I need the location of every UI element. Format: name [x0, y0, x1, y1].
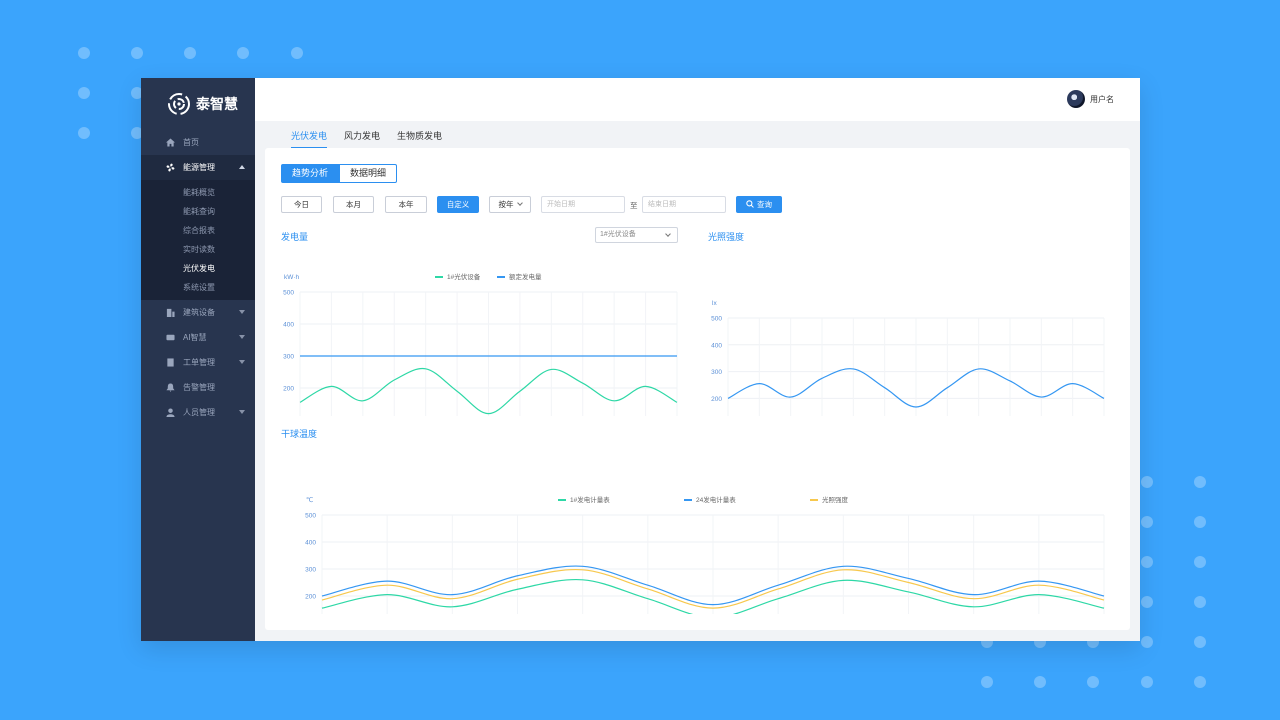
chevron-down-icon — [665, 231, 671, 237]
device-select-value: 1#光伏设备 — [600, 231, 636, 238]
sidebar-item-ai[interactable]: AI智慧 — [141, 325, 255, 350]
end-date-input[interactable]: 结束日期 — [642, 196, 726, 213]
y-tick-label: 500 — [711, 316, 722, 323]
home-icon — [166, 138, 175, 147]
trend-analysis-button[interactable]: 趋势分析 — [281, 164, 340, 183]
device-select[interactable]: 1#光伏设备 — [595, 227, 678, 243]
topbar: 用户名 — [255, 78, 1140, 121]
chevron-down-icon — [239, 335, 245, 339]
sidebar-nav: 首页 能源管理 能耗概览 能耗查询 综合报表 实时读数 光伏发电 系统设置 建筑… — [141, 130, 255, 425]
period-select-value: 按年 — [498, 200, 514, 209]
date-range-separator: 至 — [630, 201, 638, 210]
y-tick-label: 400 — [305, 540, 316, 547]
main-panel: 趋势分析 数据明细 今日 本月 本年 自定义 按年 开始日期 至 结束日期 查询… — [265, 148, 1130, 630]
sidebar-item-energy[interactable]: 能源管理 — [141, 155, 255, 180]
sidebar-item-label: 能源管理 — [183, 163, 215, 172]
submenu-item-report[interactable]: 综合报表 — [183, 226, 215, 235]
illuminance-chart: lx010020030040050000:0002:0004:0006:0008… — [711, 300, 1105, 416]
series-line-1 — [299, 367, 678, 415]
y-tick-label: 200 — [283, 386, 294, 393]
chevron-down-icon — [239, 310, 245, 314]
submenu-item-settings[interactable]: 系统设置 — [183, 283, 215, 292]
chevron-down-icon — [239, 410, 245, 414]
period-select[interactable]: 按年 — [489, 196, 531, 213]
query-button[interactable]: 查询 — [736, 196, 782, 213]
sidebar-item-building[interactable]: 建筑设备 — [141, 300, 255, 325]
y-tick-label: 400 — [283, 322, 294, 329]
chevron-down-icon — [516, 200, 523, 206]
y-tick-label: 500 — [305, 513, 316, 520]
chevron-up-icon — [239, 165, 245, 169]
ai-icon — [166, 334, 175, 341]
submenu-item-overview[interactable]: 能耗概览 — [183, 188, 215, 197]
sidebar-item-alarm[interactable]: 告警管理 — [141, 375, 255, 400]
sidebar-item-personnel[interactable]: 人员管理 — [141, 400, 255, 425]
sidebar-item-label: 建筑设备 — [183, 308, 215, 317]
legend-label: 1#光伏设备 — [447, 272, 481, 281]
sidebar-item-label: AI智慧 — [183, 333, 207, 342]
app-window: 泰智慧 首页 能源管理 能耗概览 能耗查询 综合报表 实时读数 光伏发电 系统设… — [141, 78, 1140, 641]
generation-chart: kW·h010020030040050000:0002:0004:0006:00… — [283, 272, 678, 416]
legend-label: 1#发电计量表 — [570, 495, 610, 504]
y-tick-label: 200 — [711, 396, 722, 403]
y-unit-label: ℃ — [306, 496, 313, 504]
logo-text: 泰智慧 — [196, 96, 238, 112]
this-year-button[interactable]: 本年 — [385, 196, 427, 213]
custom-button[interactable]: 自定义 — [437, 196, 479, 213]
y-tick-label: 200 — [305, 594, 316, 601]
sidebar-item-label: 工单管理 — [183, 358, 215, 367]
y-unit-label: kW·h — [284, 274, 300, 281]
sidebar-item-label: 告警管理 — [183, 383, 215, 392]
user-name: 用户名 — [1090, 94, 1114, 104]
series-line-1 — [321, 578, 1105, 614]
search-icon — [746, 200, 754, 208]
y-tick-label: 400 — [711, 342, 722, 349]
sidebar-item-label: 人员管理 — [183, 408, 215, 417]
document-icon — [167, 358, 174, 367]
y-tick-label: 300 — [305, 567, 316, 574]
sidebar-submenu: 能耗概览 能耗查询 综合报表 实时读数 光伏发电 系统设置 — [141, 180, 255, 300]
logo-icon — [168, 93, 190, 115]
y-tick-label: 300 — [283, 354, 294, 361]
query-label: 查询 — [757, 200, 772, 209]
y-tick-label: 300 — [711, 369, 722, 376]
start-date-input[interactable]: 开始日期 — [541, 196, 625, 213]
legend-label: 24发电计量表 — [696, 495, 736, 504]
temperature-chart: ℃010020030040050000:0002:0004:0006:0008:… — [305, 495, 1105, 614]
sidebar-item-workorder[interactable]: 工单管理 — [141, 350, 255, 375]
user-menu[interactable]: 用户名 — [1067, 90, 1114, 108]
today-button[interactable]: 今日 — [281, 196, 322, 213]
y-tick-label: 500 — [283, 290, 294, 297]
building-icon — [166, 308, 175, 317]
view-switch: 趋势分析 数据明细 — [281, 164, 398, 183]
submenu-item-pv[interactable]: 光伏发电 — [183, 264, 215, 273]
sidebar-item-label: 首页 — [183, 138, 199, 147]
tab-pv[interactable]: 光伏发电 — [291, 129, 328, 149]
bell-icon — [166, 383, 175, 392]
submenu-item-realtime[interactable]: 实时读数 — [183, 245, 215, 254]
avatar — [1067, 90, 1085, 108]
person-icon — [166, 408, 175, 417]
fan-icon — [166, 163, 175, 172]
chart-title-temperature: 干球温度 — [281, 429, 318, 439]
chart-title-generation: 发电量 — [281, 232, 309, 242]
y-unit-label: lx — [712, 300, 717, 307]
sidebar-item-home[interactable]: 首页 — [141, 130, 255, 155]
tab-wind[interactable]: 风力发电 — [344, 131, 381, 141]
generation-tabs: 光伏发电 风力发电 生物质发电 — [291, 129, 459, 149]
series-line-1 — [727, 368, 1105, 408]
tab-biomass[interactable]: 生物质发电 — [397, 131, 443, 141]
series-line-3 — [321, 568, 1105, 609]
logo[interactable]: 泰智慧 — [141, 78, 255, 130]
submenu-item-query[interactable]: 能耗查询 — [183, 207, 215, 216]
data-detail-button[interactable]: 数据明细 — [339, 164, 398, 183]
chevron-down-icon — [239, 360, 245, 364]
this-month-button[interactable]: 本月 — [333, 196, 374, 213]
sidebar: 泰智慧 首页 能源管理 能耗概览 能耗查询 综合报表 实时读数 光伏发电 系统设… — [141, 78, 255, 641]
chart-title-illuminance: 光照强度 — [708, 232, 745, 242]
legend-label: 光照强度 — [822, 495, 849, 504]
legend-label: 额定发电量 — [509, 272, 542, 281]
series-line-2 — [321, 565, 1105, 606]
